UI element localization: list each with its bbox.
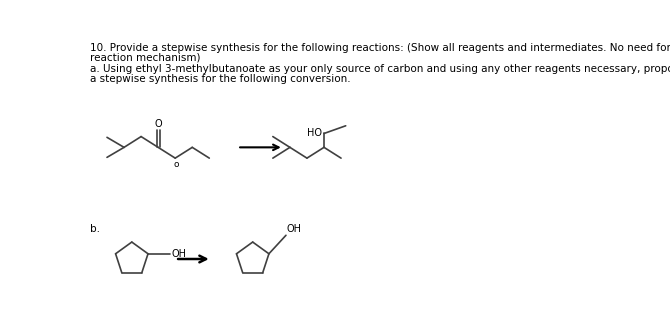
Text: O: O <box>154 119 162 129</box>
Text: OH: OH <box>287 224 302 234</box>
Text: o: o <box>174 161 179 169</box>
Text: OH: OH <box>172 249 186 259</box>
Text: HO: HO <box>308 128 322 138</box>
Text: reaction mechanism): reaction mechanism) <box>90 53 200 62</box>
Text: b.: b. <box>90 223 100 234</box>
Text: 10. Provide a stepwise synthesis for the following reactions: (Show all reagents: 10. Provide a stepwise synthesis for the… <box>90 43 670 53</box>
Text: a stepwise synthesis for the following conversion.: a stepwise synthesis for the following c… <box>90 74 350 84</box>
Text: a. Using ethyl 3-methylbutanoate as your only source of carbon and using any oth: a. Using ethyl 3-methylbutanoate as your… <box>90 64 670 74</box>
